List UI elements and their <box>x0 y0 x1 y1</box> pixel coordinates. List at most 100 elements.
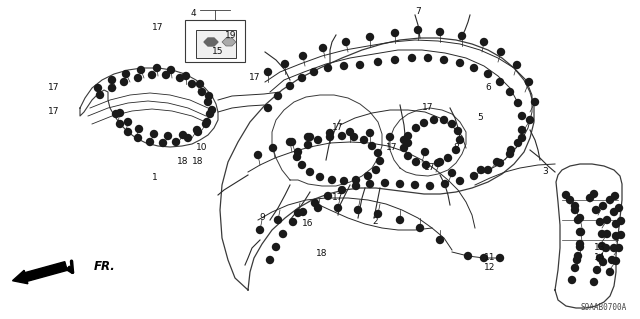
Circle shape <box>527 116 534 123</box>
Text: 17: 17 <box>48 108 60 116</box>
Circle shape <box>481 255 488 262</box>
Circle shape <box>339 132 346 139</box>
Circle shape <box>591 190 598 197</box>
Circle shape <box>412 182 419 189</box>
Circle shape <box>575 253 582 259</box>
Text: 17: 17 <box>424 164 436 173</box>
Circle shape <box>294 149 301 155</box>
Text: 2: 2 <box>372 218 378 226</box>
Text: 9: 9 <box>259 213 265 222</box>
Circle shape <box>518 113 525 120</box>
Text: 5: 5 <box>477 114 483 122</box>
Circle shape <box>335 204 342 211</box>
Circle shape <box>255 152 262 159</box>
Circle shape <box>154 64 161 71</box>
Circle shape <box>591 278 598 286</box>
Text: 17: 17 <box>422 103 434 113</box>
Text: 17: 17 <box>152 24 164 33</box>
Circle shape <box>179 131 186 138</box>
Circle shape <box>609 256 616 263</box>
Circle shape <box>280 231 287 238</box>
Circle shape <box>596 255 604 262</box>
Circle shape <box>452 146 460 153</box>
Text: 17: 17 <box>332 123 344 132</box>
Circle shape <box>353 176 360 183</box>
Circle shape <box>193 127 200 133</box>
Circle shape <box>305 133 312 140</box>
Circle shape <box>298 161 305 168</box>
Circle shape <box>618 218 625 225</box>
Circle shape <box>600 203 607 210</box>
Text: 8: 8 <box>453 144 459 152</box>
Circle shape <box>289 138 296 145</box>
Circle shape <box>612 220 620 227</box>
Circle shape <box>518 135 525 142</box>
Circle shape <box>266 256 273 263</box>
Circle shape <box>312 199 319 206</box>
Text: 14: 14 <box>595 254 605 263</box>
Circle shape <box>497 160 504 167</box>
Circle shape <box>508 146 515 153</box>
Circle shape <box>326 133 333 140</box>
Circle shape <box>470 64 477 71</box>
Circle shape <box>607 197 614 204</box>
Text: 3: 3 <box>542 167 548 176</box>
Circle shape <box>204 118 211 125</box>
Circle shape <box>618 232 625 239</box>
Text: 7: 7 <box>415 8 421 17</box>
Text: 4: 4 <box>190 10 196 19</box>
Polygon shape <box>222 38 236 46</box>
Circle shape <box>413 124 419 131</box>
Text: 18: 18 <box>177 158 189 167</box>
Circle shape <box>148 71 156 78</box>
Circle shape <box>125 129 131 136</box>
Text: 18: 18 <box>192 158 204 167</box>
Circle shape <box>367 130 374 137</box>
Circle shape <box>440 56 447 63</box>
Circle shape <box>294 153 301 160</box>
Circle shape <box>374 211 381 218</box>
Circle shape <box>575 217 582 224</box>
Circle shape <box>138 66 145 73</box>
Circle shape <box>367 181 374 188</box>
Circle shape <box>264 105 271 112</box>
Circle shape <box>401 137 408 144</box>
Circle shape <box>568 277 575 284</box>
Circle shape <box>205 93 212 100</box>
Circle shape <box>586 195 593 202</box>
Text: 19: 19 <box>225 32 237 41</box>
Circle shape <box>458 33 465 40</box>
Circle shape <box>497 78 504 85</box>
Circle shape <box>177 75 184 81</box>
Circle shape <box>360 137 367 144</box>
Circle shape <box>324 64 332 71</box>
Circle shape <box>305 142 312 149</box>
Circle shape <box>408 55 415 62</box>
Circle shape <box>572 264 579 271</box>
Circle shape <box>426 182 433 189</box>
Text: FR.: FR. <box>94 259 116 272</box>
Circle shape <box>612 233 620 240</box>
Text: 11: 11 <box>484 254 496 263</box>
Circle shape <box>506 151 513 158</box>
Text: 17: 17 <box>48 84 60 93</box>
Circle shape <box>189 80 195 87</box>
Circle shape <box>326 130 333 137</box>
Circle shape <box>440 116 447 123</box>
Circle shape <box>456 137 463 144</box>
Circle shape <box>515 139 522 146</box>
Circle shape <box>136 125 143 132</box>
Circle shape <box>282 61 289 68</box>
Circle shape <box>147 138 154 145</box>
Text: 17: 17 <box>332 194 344 203</box>
Polygon shape <box>204 38 218 46</box>
Circle shape <box>493 159 500 166</box>
Circle shape <box>456 177 463 184</box>
Circle shape <box>397 181 403 188</box>
Circle shape <box>518 127 525 133</box>
Circle shape <box>413 159 419 166</box>
Circle shape <box>456 60 463 66</box>
Circle shape <box>577 243 584 250</box>
Circle shape <box>404 152 412 160</box>
Circle shape <box>424 55 431 62</box>
